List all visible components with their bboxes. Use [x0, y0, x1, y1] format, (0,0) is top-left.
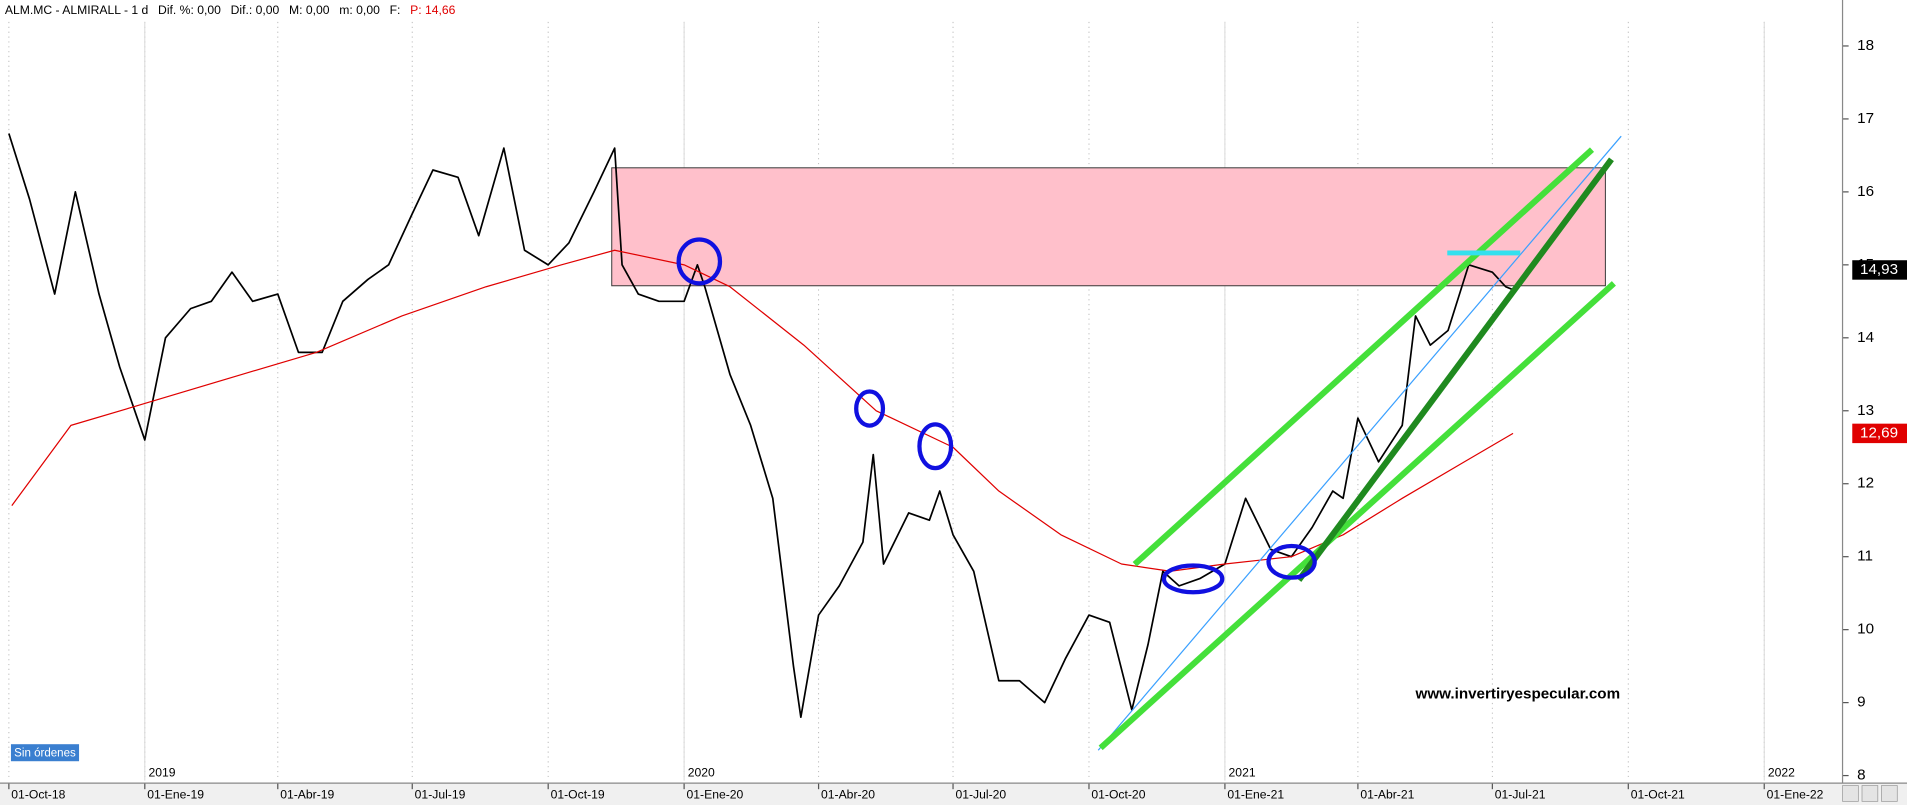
year-label: 2020 — [688, 766, 715, 780]
status-text: Sin órdenes — [14, 747, 76, 759]
y-tick-label: 12 — [1857, 475, 1874, 492]
marker-ellipse — [1266, 543, 1317, 580]
y-tick-label: 13 — [1857, 402, 1874, 419]
value-badge — [1852, 260, 1907, 280]
status-badge — [10, 744, 80, 762]
x-tick-label: 01-Ene-20 — [687, 787, 744, 801]
year-label: 2021 — [1229, 766, 1256, 780]
trend-line — [1132, 147, 1595, 567]
value-badge-label: 14,93 — [1860, 261, 1898, 278]
header-item: Dif.: 0,00 — [231, 3, 280, 17]
y-tick-label: 8 — [1857, 767, 1865, 784]
x-tick-label: 01-Oct-21 — [1631, 787, 1685, 801]
toolbar — [1842, 785, 1898, 802]
x-tick-label: 01-Ene-19 — [147, 787, 204, 801]
header-item: ALM.MC - ALMIRALL - 1 d — [5, 3, 148, 17]
x-tick-label: 01-Oct-20 — [1091, 787, 1145, 801]
header-item: M: 0,00 — [289, 3, 330, 17]
x-tick-label: 01-Oct-19 — [551, 787, 605, 801]
trend-line — [1296, 157, 1614, 582]
value-badge-label: 12,69 — [1860, 424, 1898, 441]
x-tick-label: 01-Jul-21 — [1495, 787, 1546, 801]
marker-ellipse — [854, 389, 886, 428]
y-tick-label: 18 — [1857, 37, 1874, 54]
resistance-zone — [611, 167, 1606, 287]
x-tick-label: 01-Oct-18 — [11, 787, 65, 801]
value-badge — [1852, 423, 1907, 444]
trend-line — [1097, 135, 1622, 751]
trend-line — [1098, 281, 1616, 751]
x-tick-label: 01-Jul-20 — [955, 787, 1006, 801]
marker-ellipse — [676, 237, 723, 286]
header-item: P: 14,66 — [410, 3, 456, 17]
toolbar-button[interactable] — [1881, 785, 1898, 802]
y-tick-label: 14 — [1857, 329, 1874, 346]
year-label: 2019 — [148, 766, 175, 780]
toolbar-button[interactable] — [1861, 785, 1879, 802]
x-tick-label: 01-Ene-21 — [1227, 787, 1284, 801]
y-tick-label: 17 — [1857, 110, 1874, 127]
header: ALM.MC - ALMIRALL - 1 d Dif. %: 0,00 Dif.:… — [5, 3, 456, 17]
marker-ellipse — [917, 422, 954, 471]
watermark: www.invertiryespecular.com — [1415, 685, 1621, 702]
y-tick-label: 9 — [1857, 694, 1865, 711]
marker-ellipse — [1161, 563, 1225, 595]
header-item: F: — [390, 3, 401, 17]
year-label: 2022 — [1768, 766, 1795, 780]
header-item: Dif. %: 0,00 — [158, 3, 221, 17]
y-tick-label: 11 — [1857, 548, 1873, 565]
y-tick-label: 10 — [1857, 621, 1874, 638]
x-axis-band — [0, 783, 1907, 805]
header-item: m: 0,00 — [339, 3, 380, 17]
drawings — [676, 135, 1622, 751]
x-tick-label: 01-Ene-22 — [1767, 787, 1824, 801]
y-tick-label: 16 — [1857, 183, 1874, 200]
x-tick-label: 01-Jul-19 — [415, 787, 466, 801]
toolbar-button[interactable] — [1842, 785, 1859, 802]
x-tick-label: 01-Abr-21 — [1360, 787, 1414, 801]
x-tick-label: 01-Abr-19 — [280, 787, 334, 801]
moving-average-line — [11, 249, 1514, 572]
x-tick-label: 01-Abr-20 — [821, 787, 875, 801]
